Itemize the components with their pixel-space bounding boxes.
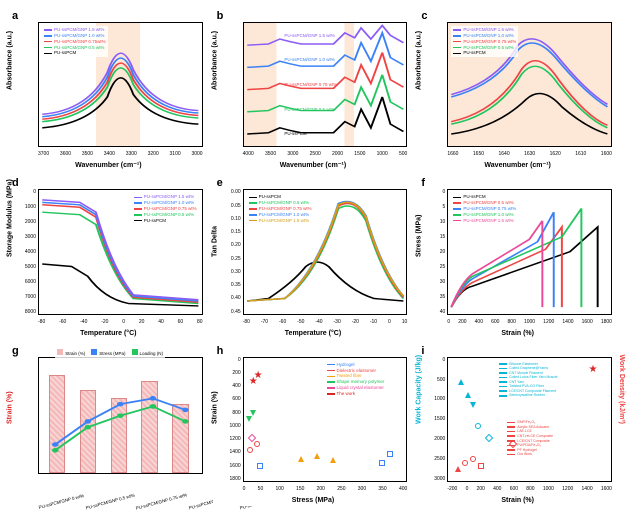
panel-i: i Work Capacity (J/kg) Work Density (kJ/… <box>417 343 618 506</box>
xticks-d: -80-60-40-20020406080 <box>38 319 203 325</box>
xticks-e: -80-70-60-50-40-30-20-10010 <box>243 319 408 325</box>
panel-d: d Storage Modulus (MPa) PU-ssPCM/GNP 1.5… <box>8 175 209 338</box>
stacked-labels-b: PU-ssPCM/GNP 1.5 wt%PU-ssPCM/GNP 1.0 wt%… <box>284 23 337 146</box>
xlabel-h: Stress (MPa) <box>292 497 334 504</box>
legend-a: PU-ssPCM/GNP 1.5 wt%PU-ssPCM/GNP 1.0 wt%… <box>42 26 108 57</box>
yticks-i: 050010001500200025003000 <box>435 357 445 482</box>
bars-g: Strain (%)Stress (MPa)Loading (N) <box>38 357 203 474</box>
legend-d: PU-ssPCM/GNP 1.5 wt%PU-ssPCM/GNP 1.0 wt%… <box>132 193 199 224</box>
plot-e: PU-ssPCMPU-ssPCM/GNP 0.5 wt%PU-ssPCM/GNP… <box>243 189 408 314</box>
plot-b: PU-ssPCM/GNP 1.5 wt%PU-ssPCM/GNP 1.0 wt%… <box>243 22 408 147</box>
legend-c: PU-ssPCM/GNP 1.5 wt%PU-ssPCM/GNP 1.0 wt%… <box>451 26 518 57</box>
ylabel-a: Absorbance (a.u.) <box>7 31 14 90</box>
panel-label-e: e <box>217 177 223 189</box>
plot-c: PU-ssPCM/GNP 1.5 wt%PU-ssPCM/GNP 1.0 wt%… <box>447 22 612 147</box>
xlabel-c: Wavenumber (cm⁻¹) <box>484 161 550 169</box>
xticks-h: 050100150200250300350400 <box>243 486 408 492</box>
xticks-a: 37003600350034003300320031003000 <box>38 151 203 157</box>
legend-f: PU-ssPCMPU-ssPCM/GNP 0.5 wt%PU-ssPCM/GNP… <box>451 193 518 224</box>
xlabel-i: Strain (%) <box>501 497 534 504</box>
panel-label-f: f <box>421 177 425 189</box>
ylabel-g: Strain (%) <box>7 392 14 425</box>
xlabel-a: Wavenumber (cm⁻¹) <box>75 161 141 169</box>
ylabel-h: Strain (%) <box>211 392 218 425</box>
plot-d: PU-ssPCM/GNP 1.5 wt%PU-ssPCM/GNP 1.0 wt%… <box>38 189 203 314</box>
plot-h: HydrogelDielectric elastomerTwisted fibe… <box>243 357 408 482</box>
xlabel-b: Wavenumber (cm⁻¹) <box>280 161 346 169</box>
panel-label-c: c <box>421 10 427 22</box>
ylabel-f: Stress (MPa) <box>416 215 423 257</box>
xlabel-d: Temperature (°C) <box>80 330 136 337</box>
ylabel-i: Work Capacity (J/kg) <box>416 355 423 424</box>
figure-grid: a Absorbance (a.u.) PU-ssPCM/GNP 1.5 wt%… <box>0 0 626 514</box>
ylabel-d: Storage Modulus (MPa) <box>7 179 14 257</box>
legend-e: PU-ssPCMPU-ssPCM/GNP 0.5 wt%PU-ssPCM/GNP… <box>247 193 314 224</box>
panel-label-a: a <box>12 10 18 22</box>
yticks-f: 0510152025303540 <box>435 189 445 314</box>
plot-f: PU-ssPCMPU-ssPCM/GNP 0.5 wt%PU-ssPCM/GNP… <box>447 189 612 314</box>
yticks-h: 020040060080010001200140016001800 <box>231 357 241 482</box>
xticks-b: 4000350030002500200015001000500 <box>243 151 408 157</box>
ylabel-b: Absorbance (a.u.) <box>211 31 218 90</box>
plot-a: PU-ssPCM/GNP 1.5 wt%PU-ssPCM/GNP 1.0 wt%… <box>38 22 203 147</box>
xlabel-f: Strain (%) <box>501 330 534 337</box>
xlabel-e: Temperature (°C) <box>285 330 341 337</box>
ylabel-c: Absorbance (a.u.) <box>416 31 423 90</box>
xticks-f: 020040060080010001200140016001800 <box>447 319 612 325</box>
panel-g: g Strain (%) Strain (%)Stress (MPa)Loadi… <box>8 343 209 506</box>
xticks-c: 1660165016401630162016101600 <box>447 151 612 157</box>
legend-g: Strain (%)Stress (MPa)Loading (N) <box>55 348 165 358</box>
ylabel2-i: Work Density (kJ/m³) <box>618 355 625 425</box>
panel-label-g: g <box>12 345 19 357</box>
panel-h: h Strain (%) HydrogelDielectric elastome… <box>213 343 414 506</box>
yticks-e: 0.000.050.100.150.200.250.300.350.400.45 <box>231 189 241 314</box>
xlabels-g: PU-ssPCM/GNP 0 wt%PU-ssPCM/GNP 0.5 wt%PU… <box>38 499 203 504</box>
panel-a: a Absorbance (a.u.) PU-ssPCM/GNP 1.5 wt%… <box>8 8 209 171</box>
panel-label-b: b <box>217 10 224 22</box>
panel-b: b Absorbance (a.u.) PU-ssPCM/GNP 1.5 wt%… <box>213 8 414 171</box>
xticks-i: -20002004006008001000120014001600 <box>447 486 612 492</box>
legend-h: HydrogelDielectric elastomerTwisted fibe… <box>325 361 387 398</box>
lines-g <box>39 358 202 473</box>
panel-f: f Stress (MPa) PU-ssPCMPU-ssPCM/GNP 0.5 … <box>417 175 618 338</box>
panel-e: e Tan Delta PU-ssPCMPU-ssPCM/GNP 0.5 wt%… <box>213 175 414 338</box>
legend-i-left: Silicone ElastomerCoiled Graphene@YarnsC… <box>497 361 560 399</box>
panel-label-h: h <box>217 345 224 357</box>
plot-i: Silicone ElastomerCoiled Graphene@YarnsC… <box>447 357 612 482</box>
ylabel-e: Tan Delta <box>211 226 218 257</box>
panel-c: c Absorbance (a.u.) PU-ssPCM/GNP 1.5 wt%… <box>417 8 618 171</box>
yticks-d: 010002000300040005000600070008000 <box>26 189 36 314</box>
